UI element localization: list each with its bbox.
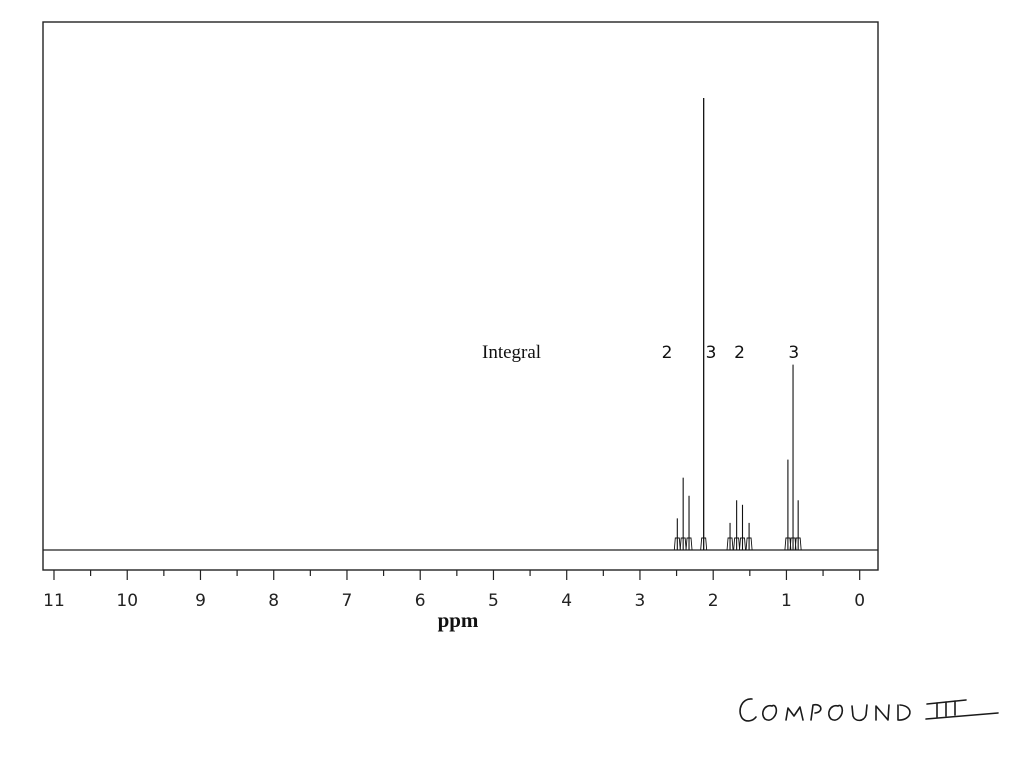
x-axis-label: ppm xyxy=(438,608,479,632)
peak-foot-3 xyxy=(685,537,693,551)
x-tick-label: 6 xyxy=(415,591,426,611)
peak-foot-2 xyxy=(679,537,687,551)
peak-foot-8 xyxy=(745,537,753,551)
x-tick-label: 1 xyxy=(781,591,792,611)
peak-foot-4 xyxy=(700,537,708,551)
integral-value: 3 xyxy=(706,343,717,363)
peak-foot-11 xyxy=(794,537,802,551)
integral-value: 2 xyxy=(662,343,673,363)
x-axis-ticks: 11 10 9 8 7 6 5 4 3 2 1 0 xyxy=(43,570,865,611)
plot-frame xyxy=(42,21,879,571)
x-tick-label: 7 xyxy=(342,591,353,611)
integral-value: 3 xyxy=(788,343,799,363)
peak-foot-7 xyxy=(739,537,746,551)
x-tick-label: 2 xyxy=(708,591,719,611)
x-tick-label: 0 xyxy=(854,591,865,611)
x-tick-label: 11 xyxy=(43,591,65,611)
x-tick-label: 8 xyxy=(268,591,279,611)
peak-foot-1 xyxy=(673,537,681,551)
x-tick-label: 4 xyxy=(561,591,572,611)
x-tick-label: 3 xyxy=(635,591,646,611)
peak-foot-6 xyxy=(733,537,741,551)
x-tick-label: 10 xyxy=(116,591,138,611)
integral-word: Integral xyxy=(482,342,541,363)
handwritten-compound-label xyxy=(739,698,999,722)
integral-value: 2 xyxy=(734,343,745,363)
peaks-layer xyxy=(673,98,802,551)
peak-foot-5 xyxy=(726,537,734,551)
x-tick-label: 5 xyxy=(488,591,499,611)
x-tick-label: 9 xyxy=(195,591,206,611)
